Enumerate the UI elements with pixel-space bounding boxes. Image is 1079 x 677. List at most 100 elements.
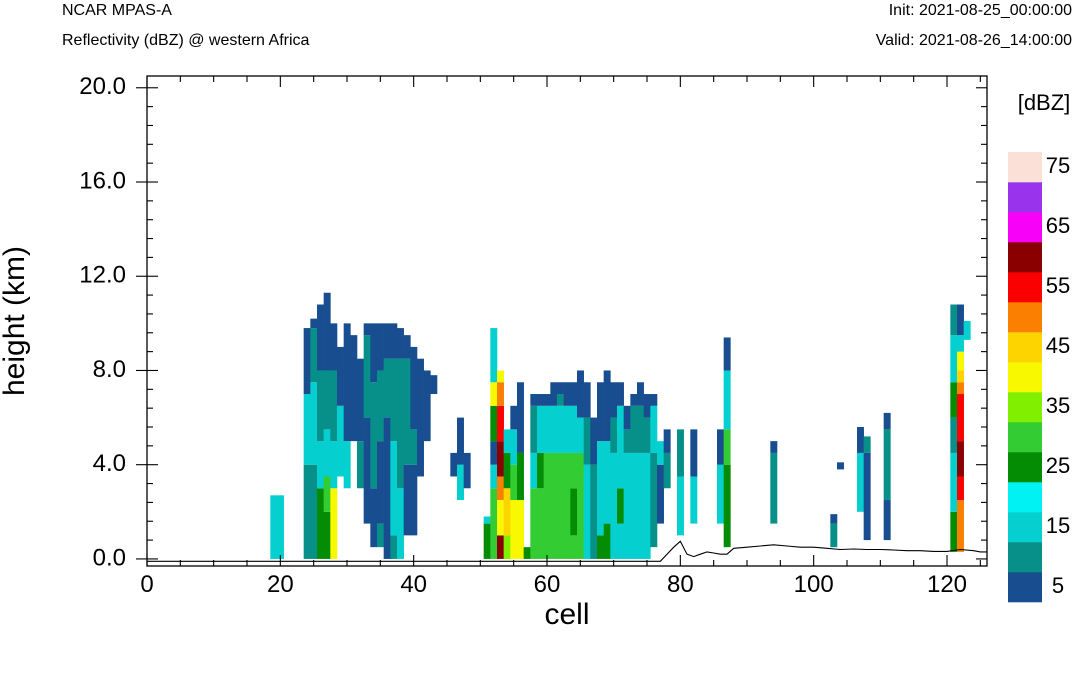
reflectivity-cell	[370, 323, 378, 383]
reflectivity-cell	[317, 304, 324, 371]
colorbar-swatch	[1008, 302, 1042, 333]
colorbar-swatch	[1008, 422, 1042, 453]
reflectivity-cell	[277, 495, 284, 559]
reflectivity-cell	[517, 500, 524, 559]
reflectivity-cell	[603, 441, 611, 524]
colorbar-swatch	[1008, 362, 1042, 393]
x-tick-label: 60	[534, 571, 561, 598]
colorbar-label: 25	[1046, 453, 1070, 478]
reflectivity-cell	[863, 452, 871, 541]
reflectivity-cell	[503, 452, 511, 489]
reflectivity-cell	[517, 382, 524, 453]
reflectivity-cell	[637, 405, 644, 453]
reflectivity-cell	[563, 382, 571, 406]
reflectivity-cell	[557, 394, 564, 406]
reflectivity-cell	[497, 500, 504, 536]
reflectivity-cell	[317, 370, 324, 442]
reflectivity-cell	[557, 405, 564, 453]
reflectivity-cell	[570, 382, 578, 406]
reflectivity-cell	[410, 346, 418, 430]
reflectivity-cell	[537, 488, 544, 559]
reflectivity-cell	[337, 405, 344, 477]
reflectivity-cell	[543, 452, 551, 559]
init-time: Init: 2021-08-25_00:00:00	[889, 2, 1072, 19]
reflectivity-cell	[650, 394, 658, 406]
reflectivity-cell	[957, 500, 964, 552]
reflectivity-cell	[497, 535, 504, 559]
reflectivity-cell	[563, 405, 571, 453]
reflectivity-cell	[610, 382, 618, 418]
reflectivity-cell	[510, 429, 518, 465]
reflectivity-cell	[490, 441, 498, 465]
reflectivity-cell	[357, 441, 364, 489]
reflectivity-cell	[857, 427, 864, 453]
colorbar-label: 55	[1046, 273, 1070, 298]
reflectivity-cell	[577, 417, 584, 453]
reflectivity-cell	[363, 335, 371, 418]
y-tick-label: 8.0	[93, 356, 126, 383]
colorbar-swatch	[1008, 512, 1042, 543]
reflectivity-cell	[723, 429, 731, 465]
reflectivity-cell	[370, 488, 378, 548]
reflectivity-cell	[643, 452, 651, 559]
colorbar-label: 5	[1052, 573, 1064, 598]
terrain-layer	[147, 540, 987, 562]
reflectivity-cell	[323, 429, 331, 477]
y-tick-label: 16.0	[79, 167, 126, 194]
reflectivity-cell	[957, 441, 964, 477]
colorbar-swatch	[1008, 572, 1042, 603]
reflectivity-cell	[950, 452, 958, 512]
reflectivity-cell	[343, 323, 351, 442]
reflectivity-cell	[830, 523, 838, 548]
reflectivity-cell	[957, 370, 964, 383]
x-tick-label: 40	[400, 571, 427, 598]
reflectivity-cell	[950, 417, 958, 453]
colorbar-swatch	[1008, 332, 1042, 363]
reflectivity-cell	[410, 464, 418, 536]
reflectivity-cell	[617, 382, 624, 406]
reflectivity-cell	[557, 382, 564, 395]
reflectivity-cell	[663, 429, 671, 453]
colorbar-swatch	[1008, 182, 1042, 213]
reflectivity-cell	[363, 323, 371, 336]
reflectivity-cell	[610, 452, 618, 559]
colorbar-swatch	[1008, 242, 1042, 273]
colorbar-label: 65	[1046, 213, 1070, 238]
reflectivity-cell	[350, 335, 358, 442]
reflectivity-cell	[270, 495, 278, 559]
reflectivity-cell	[390, 323, 398, 359]
reflectivity-cell	[623, 429, 631, 453]
reflectivity-cell	[497, 476, 504, 501]
x-tick-label: 0	[140, 571, 153, 598]
reflectivity-cell	[677, 476, 684, 536]
reflectivity-cell	[950, 335, 958, 383]
reflectivity-cell	[950, 304, 958, 336]
reflectivity-cell	[390, 358, 398, 442]
reflectivity-cell	[403, 335, 411, 359]
reflectivity-cell	[677, 429, 684, 477]
reflectivity-cell	[397, 358, 404, 489]
reflectivity-cell	[357, 358, 364, 442]
reflectivity-cell	[523, 547, 531, 559]
reflectivity-cell	[330, 323, 338, 371]
reflectivity-cell	[330, 441, 338, 489]
reflectivity-cell	[957, 382, 964, 395]
reflectivity-cell	[397, 488, 404, 559]
reflectivity-cell	[663, 452, 671, 489]
reflectivity-cell	[617, 523, 624, 559]
reflectivity-cell	[570, 405, 578, 453]
chart-subtitle: Reflectivity (dBZ) @ western Africa	[62, 32, 310, 49]
reflectivity-cell	[597, 382, 604, 442]
reflectivity-cell	[377, 523, 384, 548]
reflectivity-cell	[623, 405, 631, 430]
plot-frame	[146, 75, 988, 567]
reflectivity-cell	[517, 452, 524, 501]
reflectivity-cell	[637, 382, 644, 406]
reflectivity-cell	[643, 417, 651, 453]
reflectivity-cell	[537, 394, 544, 406]
reflectivity-cell	[530, 452, 538, 489]
reflectivity-cell	[403, 358, 411, 465]
reflectivity-cell	[330, 488, 338, 559]
colorbar-swatch	[1008, 152, 1042, 183]
